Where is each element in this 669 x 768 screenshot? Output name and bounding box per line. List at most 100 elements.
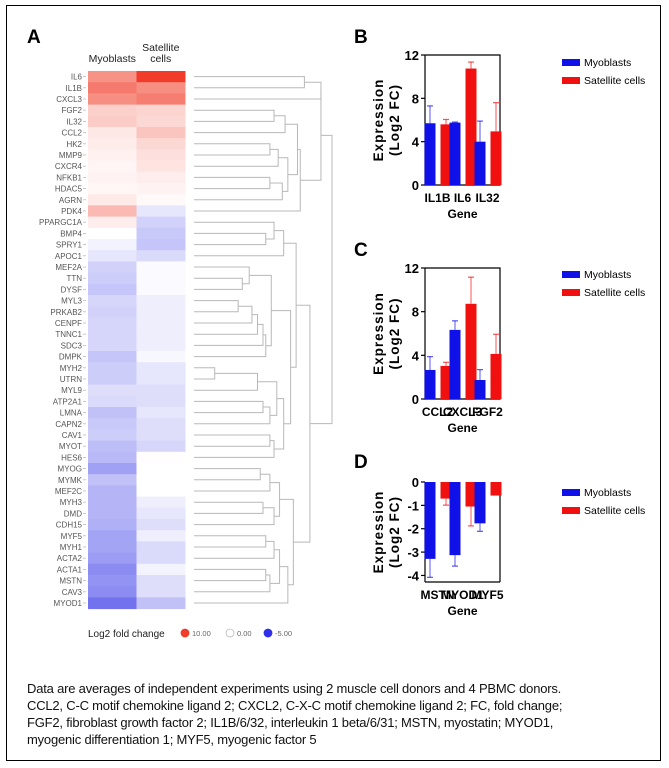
heatmap-cell xyxy=(136,563,186,576)
figure-frame xyxy=(6,5,661,761)
heatmap-cell xyxy=(136,362,186,374)
bar-satellite-cells xyxy=(490,131,502,185)
bar-satellite-cells xyxy=(465,482,477,507)
y-tick-label: 0 xyxy=(412,178,419,193)
row-label: PDK4 xyxy=(61,207,82,216)
row-label: CXCL3 xyxy=(56,95,82,104)
row-label: DYSF xyxy=(61,285,82,294)
legend-label: Satellite cells xyxy=(584,505,645,517)
panel-label-a: A xyxy=(27,27,41,48)
row-label: MYOD1 xyxy=(54,599,83,608)
dendrogram-branch xyxy=(194,148,301,212)
row-label: SPRY1 xyxy=(56,241,83,250)
bar-myoblasts xyxy=(474,380,486,399)
dendrogram-branch xyxy=(194,434,271,447)
caption-line: Data are averages of independent experim… xyxy=(27,681,562,696)
row-label: CDH15 xyxy=(56,521,83,530)
row-label: PRKAB2 xyxy=(50,308,82,317)
bar-myoblasts xyxy=(424,123,436,185)
heatmap-cell xyxy=(136,328,186,341)
heatmap-cell xyxy=(136,306,186,318)
plot-frame xyxy=(424,267,501,400)
bar-myoblasts xyxy=(474,482,486,524)
row-label: DMPK xyxy=(59,353,83,362)
bar-satellite-cells xyxy=(465,68,477,185)
row-label: CXCR4 xyxy=(55,162,83,171)
heatmap-cell xyxy=(136,429,186,442)
heatmap-cell xyxy=(136,597,186,610)
dendrogram-branch xyxy=(194,468,261,481)
row-label: UTRN xyxy=(60,375,82,384)
heatmap-cell xyxy=(88,418,137,430)
legend-label: Myoblasts xyxy=(584,269,631,281)
color-scale-swatch xyxy=(263,628,273,638)
heatmap-cell xyxy=(136,586,186,598)
heatmap-cell xyxy=(136,93,186,106)
x-tick-label: IL6 xyxy=(454,191,472,205)
dendrogram-branch xyxy=(249,274,272,347)
row-label: ATP2A1 xyxy=(53,397,83,406)
heatmap-cell xyxy=(136,82,186,94)
heatmap-cell xyxy=(136,138,186,150)
heatmap-cell xyxy=(136,507,186,520)
dendrogram-branch xyxy=(279,498,294,586)
heatmap-cell xyxy=(136,160,186,173)
dendrogram-branch xyxy=(194,568,267,582)
heatmap-cell xyxy=(136,283,186,296)
heatmap-cell xyxy=(88,216,137,229)
row-label: ACTA2 xyxy=(57,554,83,563)
caption-line: CCL2, C-C motif chemokine ligand 2; CXCL… xyxy=(27,698,563,713)
y-tick-label: 0 xyxy=(412,475,419,490)
dendrogram-branch xyxy=(194,176,271,190)
dendrogram-branch xyxy=(194,372,258,391)
bar-satellite-cells xyxy=(490,353,502,399)
y-tick-label: 0 xyxy=(412,392,419,407)
heatmap-cell xyxy=(88,171,137,184)
x-tick-label: MSTN xyxy=(421,588,455,602)
x-tick-label: IL1B xyxy=(424,191,450,205)
heatmap-cell xyxy=(88,541,137,554)
heatmap-cell xyxy=(88,82,137,94)
heatmap-cell xyxy=(136,418,186,430)
row-label: PPARGC1A xyxy=(39,218,83,227)
row-label: CENPF xyxy=(55,319,82,328)
heatmap-cell xyxy=(88,227,137,240)
bar-chart-b: 0 4 8 12 IL1B IL6 IL32 Expression (Log2 FC) Gene M… xyxy=(371,48,645,221)
dendrogram-branch xyxy=(283,242,297,368)
heatmap-cell xyxy=(88,127,137,139)
row-label: MEF2C xyxy=(55,487,82,496)
heatmap-cell xyxy=(88,485,137,498)
heatmap-cell xyxy=(88,474,137,486)
column-label: Satellite xyxy=(142,42,180,54)
bar-myoblasts xyxy=(449,482,461,556)
heatmap-cell xyxy=(88,183,137,195)
legend-swatch xyxy=(562,271,580,278)
y-axis-label: Expression xyxy=(371,292,386,375)
heatmap-cell xyxy=(88,530,137,542)
caption-line: myogenic differentiation 1; MYF5, myogen… xyxy=(27,732,317,747)
caption-line: FGF2, fibroblast growth factor 2; IL1B/6… xyxy=(27,715,554,730)
legend-label: Myoblasts xyxy=(584,487,631,499)
row-label: APOC1 xyxy=(55,252,83,261)
heatmap-cell xyxy=(88,586,137,598)
heatmap-cell xyxy=(136,552,186,565)
row-label: TNNC1 xyxy=(55,330,82,339)
heatmap-cell xyxy=(136,541,186,554)
row-label: MYH1 xyxy=(60,543,83,552)
dendrogram-branch xyxy=(194,277,243,290)
bar-myoblasts xyxy=(474,141,486,185)
dendrogram-branch xyxy=(274,398,285,450)
x-axis-label: Gene xyxy=(447,207,477,221)
x-tick-label: CXCL3 xyxy=(443,405,483,419)
color-scale-label: 10.00 xyxy=(192,629,211,638)
heatmap-cell xyxy=(88,429,137,442)
heatmap-cell xyxy=(88,451,137,464)
column-label: cells xyxy=(150,53,171,65)
dendrogram-branch xyxy=(194,566,289,604)
dendrogram-branch xyxy=(278,157,289,192)
heatmap-cell xyxy=(88,93,137,106)
row-label: LMNA xyxy=(60,409,83,418)
y-tick-label: -3 xyxy=(407,545,419,560)
